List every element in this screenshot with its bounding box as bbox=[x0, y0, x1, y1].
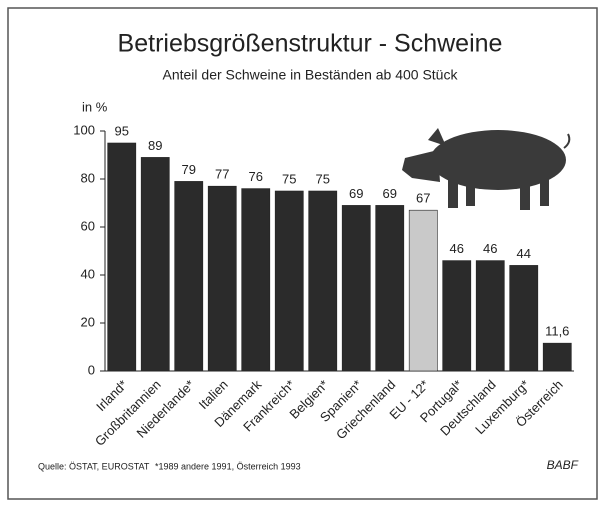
y-tick-label: 80 bbox=[81, 170, 95, 185]
y-axis-label: in % bbox=[82, 99, 108, 114]
frame bbox=[7, 7, 598, 500]
value-label: 77 bbox=[215, 167, 229, 182]
bar bbox=[174, 181, 204, 372]
bar bbox=[375, 205, 405, 372]
value-label: 46 bbox=[450, 241, 464, 256]
bar bbox=[475, 260, 505, 372]
value-label: 79 bbox=[182, 162, 196, 177]
bar bbox=[107, 142, 137, 372]
bar bbox=[509, 265, 539, 372]
value-label: 44 bbox=[517, 246, 531, 261]
value-label: 67 bbox=[416, 191, 430, 206]
bar bbox=[274, 190, 304, 372]
bar bbox=[140, 157, 170, 372]
value-label: 95 bbox=[115, 123, 129, 138]
credit: BABF bbox=[547, 458, 579, 472]
y-tick-label: 60 bbox=[81, 218, 95, 233]
value-label: 46 bbox=[483, 241, 497, 256]
chart-title: Betriebsgrößenstruktur - Schweine bbox=[118, 30, 503, 58]
bar bbox=[241, 188, 271, 372]
y-tick-label: 0 bbox=[88, 362, 95, 377]
y-tick-label: 20 bbox=[81, 314, 95, 329]
pig-illustration bbox=[402, 128, 571, 210]
value-label: 76 bbox=[249, 169, 263, 184]
footnote: *1989 andere 1991, Österreich 1993 bbox=[155, 461, 301, 471]
source-note: Quelle: ÖSTAT, EUROSTAT bbox=[38, 461, 150, 471]
bar bbox=[341, 205, 371, 372]
y-tick-label: 40 bbox=[81, 266, 95, 281]
value-label: 75 bbox=[282, 171, 296, 186]
chart-subtitle: Anteil der Schweine in Beständen ab 400 … bbox=[163, 67, 459, 83]
value-label: 75 bbox=[316, 171, 330, 186]
value-label: 69 bbox=[383, 186, 397, 201]
value-label: 89 bbox=[148, 138, 162, 153]
bar bbox=[408, 209, 438, 372]
value-label: 69 bbox=[349, 186, 363, 201]
bar bbox=[542, 342, 572, 372]
y-tick-label: 100 bbox=[73, 122, 95, 137]
bar bbox=[442, 260, 472, 372]
bar bbox=[207, 185, 237, 372]
bar bbox=[308, 190, 338, 372]
value-label: 11,6 bbox=[545, 324, 569, 339]
